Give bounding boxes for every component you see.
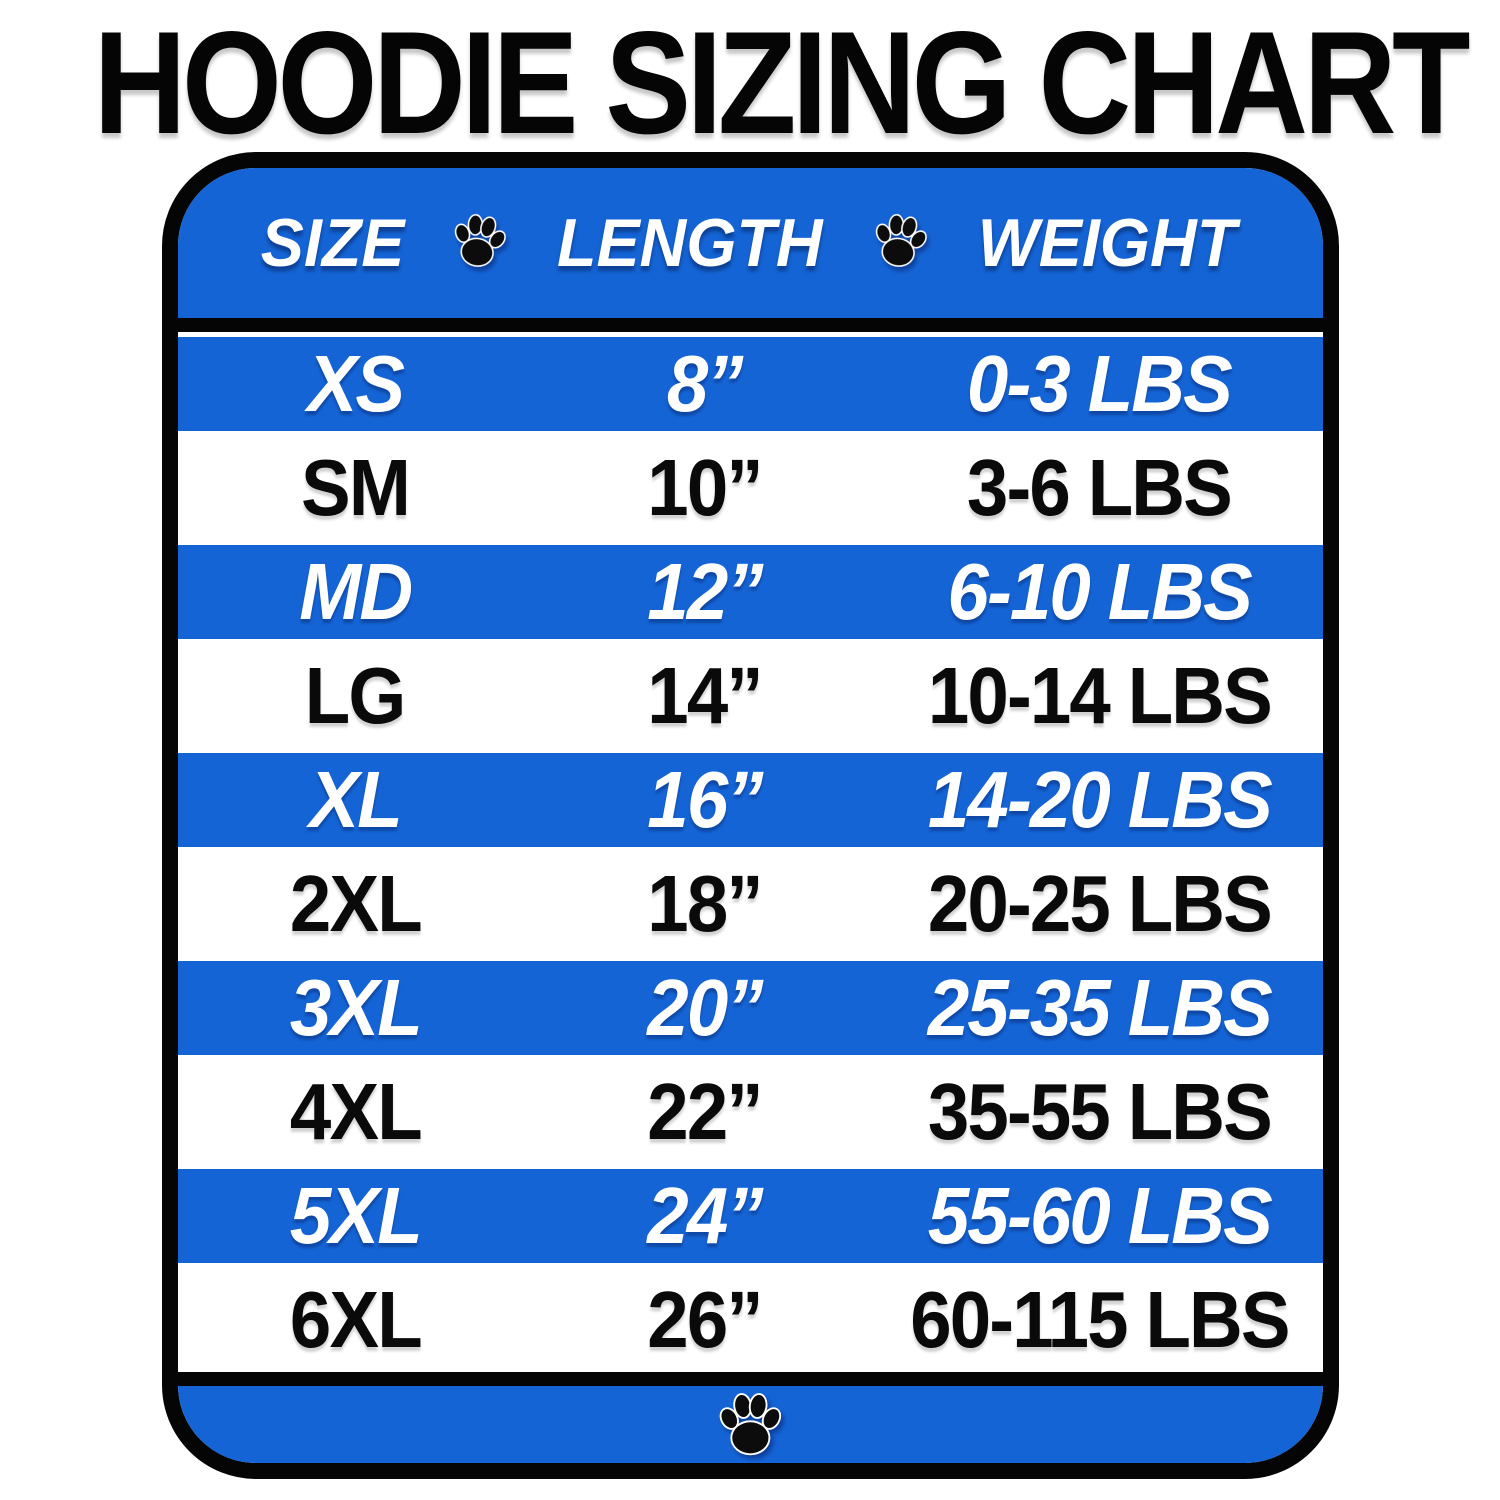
table-row-6xl: 6XL 26” 60-115 LBS <box>177 1268 1323 1372</box>
size-cell: MD <box>298 547 413 636</box>
weight-cell: 55-60 LBS <box>927 1171 1273 1260</box>
size-cell: XS <box>307 339 404 428</box>
length-cell: 20” <box>646 963 763 1052</box>
size-cell: 3XL <box>289 963 423 1052</box>
length-cell: 22” <box>646 1067 763 1156</box>
length-cell: 26” <box>646 1275 763 1364</box>
table-row-3xl: 3XL 20” 25-35 LBS <box>177 956 1323 1060</box>
weight-cell: 20-25 LBS <box>927 859 1273 948</box>
size-cell: SM <box>301 443 411 532</box>
length-cell: 12” <box>646 547 763 636</box>
paw-icon <box>716 1391 785 1455</box>
column-header-length: LENGTH <box>556 205 823 281</box>
weight-cell: 0-3 LBS <box>967 339 1233 428</box>
weight-cell: 3-6 LBS <box>967 443 1233 532</box>
weight-cell: 35-55 LBS <box>927 1067 1273 1156</box>
sizing-chart-card: SIZE LENGTH WEIGHT XS 8” 0-3 LBS SM 10” … <box>161 152 1339 1479</box>
paw-icon <box>868 209 933 272</box>
table-row-md: MD 12” 6-10 LBS <box>177 540 1323 644</box>
page-title: HOODIE SIZING CHART <box>0 0 1500 164</box>
table-row-2xl: 2XL 18” 20-25 LBS <box>177 852 1323 956</box>
length-cell: 16” <box>646 755 763 844</box>
table-header: SIZE LENGTH WEIGHT <box>177 168 1323 318</box>
length-cell: 24” <box>646 1171 763 1260</box>
weight-cell: 6-10 LBS <box>947 547 1252 636</box>
page-title-text: HOODIE SIZING CHART <box>93 1 1471 164</box>
table-body: XS 8” 0-3 LBS SM 10” 3-6 LBS MD 12” 6-10… <box>177 332 1323 1372</box>
table-row-xl: XL 16” 14-20 LBS <box>177 748 1323 852</box>
table-row-5xl: 5XL 24” 55-60 LBS <box>177 1164 1323 1268</box>
length-cell: 14” <box>646 651 763 740</box>
size-cell: 6XL <box>289 1275 423 1364</box>
weight-cell: 10-14 LBS <box>927 651 1273 740</box>
card-footer <box>177 1386 1323 1463</box>
table-row-xs: XS 8” 0-3 LBS <box>177 332 1323 436</box>
weight-cell: 60-115 LBS <box>909 1275 1290 1364</box>
column-header-size: SIZE <box>260 205 405 281</box>
table-row-sm: SM 10” 3-6 LBS <box>177 436 1323 540</box>
table-row-4xl: 4XL 22” 35-55 LBS <box>177 1060 1323 1164</box>
length-cell: 18” <box>646 859 763 948</box>
weight-cell: 25-35 LBS <box>927 963 1273 1052</box>
size-cell: 2XL <box>289 859 423 948</box>
size-cell: 5XL <box>289 1171 423 1260</box>
length-cell: 10” <box>646 443 763 532</box>
weight-cell: 14-20 LBS <box>927 755 1273 844</box>
paw-icon <box>446 209 512 272</box>
length-cell: 8” <box>666 339 744 428</box>
footer-divider-line <box>177 1372 1323 1386</box>
size-cell: XL <box>309 755 402 844</box>
column-header-weight: WEIGHT <box>978 205 1237 281</box>
header-divider-line <box>177 318 1323 332</box>
table-row-lg: LG 14” 10-14 LBS <box>177 644 1323 748</box>
size-cell: LG <box>305 651 406 740</box>
size-cell: 4XL <box>289 1067 423 1156</box>
